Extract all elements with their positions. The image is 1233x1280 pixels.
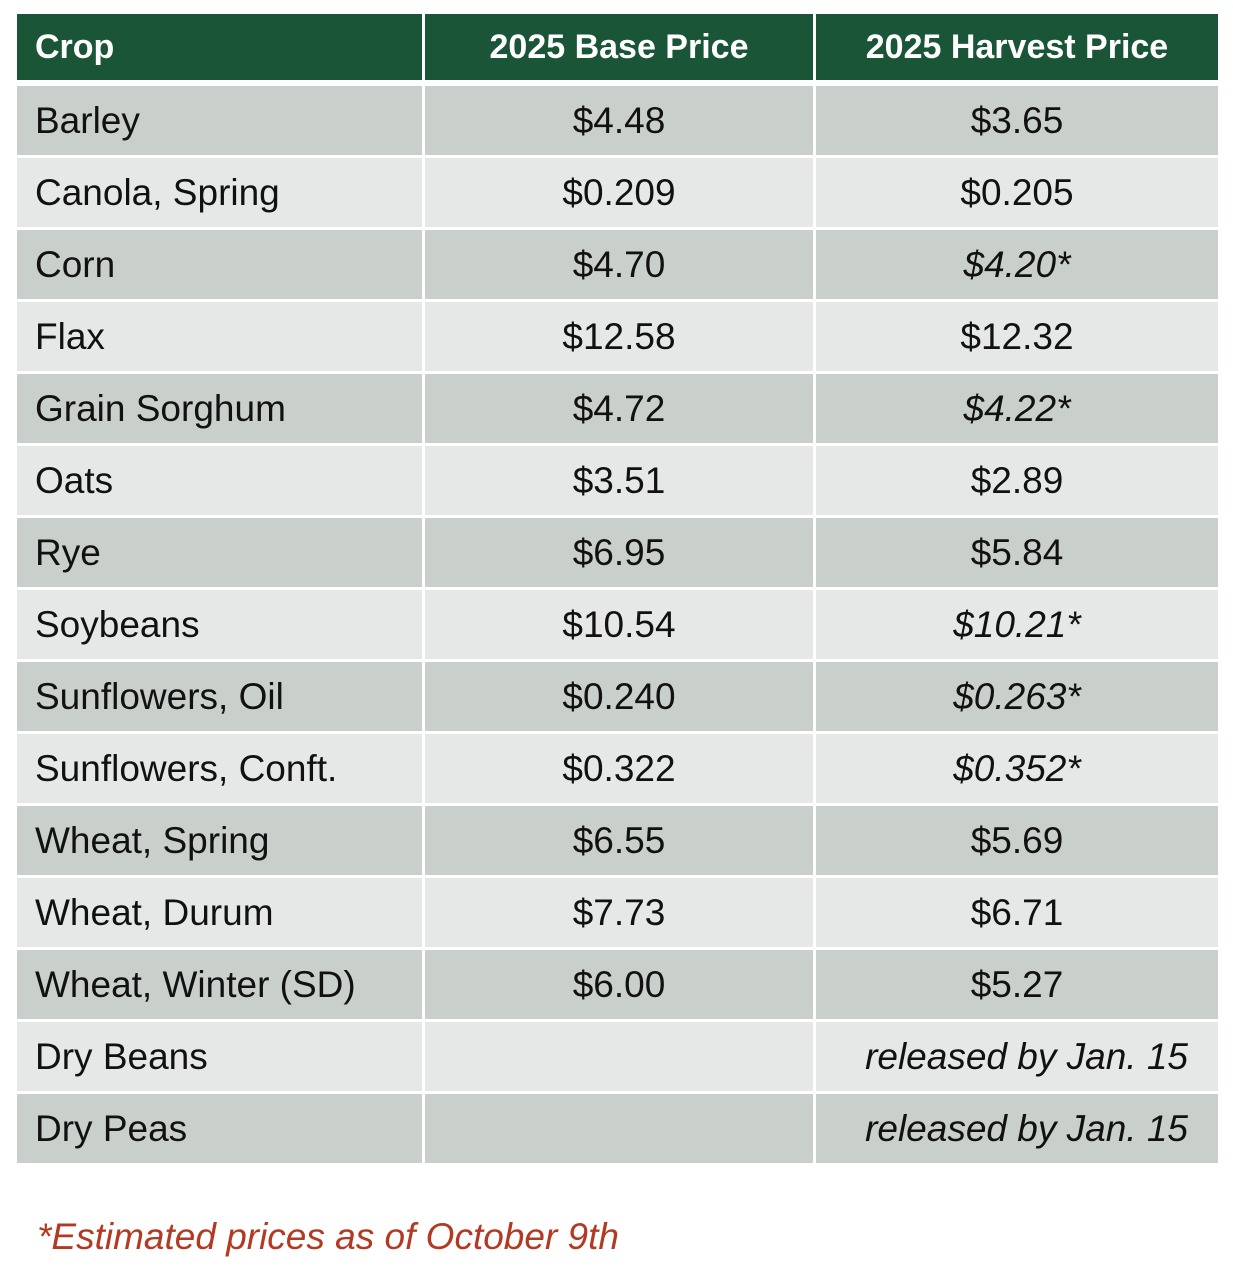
harvest-price-estimated-cell: $10.21*	[813, 590, 1218, 662]
harvest-price-cell: $6.71	[813, 878, 1218, 950]
base-price-cell: $4.70	[422, 230, 813, 302]
base-price-cell: $6.00	[422, 950, 813, 1022]
crop-name-cell: Wheat, Spring	[17, 806, 422, 878]
crop-name-cell: Grain Sorghum	[17, 374, 422, 446]
crop-name-cell: Wheat, Durum	[17, 878, 422, 950]
table-row: Wheat, Winter (SD) $6.00 $5.27	[17, 950, 1218, 1022]
table-row: Sunflowers, Oil $0.240 $0.263*	[17, 662, 1218, 734]
harvest-price-cell: $3.65	[813, 86, 1218, 158]
base-price-cell: $7.73	[422, 878, 813, 950]
crop-name-cell: Sunflowers, Oil	[17, 662, 422, 734]
base-price-cell: $0.209	[422, 158, 813, 230]
table-row: Dry Beans released by Jan. 15	[17, 1022, 1218, 1094]
table-row: Wheat, Spring $6.55 $5.69	[17, 806, 1218, 878]
base-price-cell: $12.58	[422, 302, 813, 374]
table-row: Corn $4.70 $4.20*	[17, 230, 1218, 302]
base-price-cell	[422, 1022, 813, 1094]
base-price-cell: $4.72	[422, 374, 813, 446]
harvest-price-cell: released by Jan. 15	[813, 1022, 1218, 1094]
crop-name-cell: Canola, Spring	[17, 158, 422, 230]
harvest-price-cell: $0.205	[813, 158, 1218, 230]
harvest-price-cell: $12.32	[813, 302, 1218, 374]
base-price-cell: $4.48	[422, 86, 813, 158]
table-row: Sunflowers, Conft. $0.322 $0.352*	[17, 734, 1218, 806]
crop-name-cell: Soybeans	[17, 590, 422, 662]
column-header-base-price: 2025 Base Price	[422, 14, 813, 86]
header-row: Crop 2025 Base Price 2025 Harvest Price	[17, 14, 1218, 86]
table-row: Dry Peas released by Jan. 15	[17, 1094, 1218, 1166]
base-price-cell: $3.51	[422, 446, 813, 518]
base-price-cell: $6.95	[422, 518, 813, 590]
base-price-cell: $0.322	[422, 734, 813, 806]
table-body: Barley $4.48 $3.65 Canola, Spring $0.209 $0.2…	[17, 86, 1218, 1166]
harvest-price-cell: $5.27	[813, 950, 1218, 1022]
crop-name-cell: Wheat, Winter (SD)	[17, 950, 422, 1022]
base-price-cell: $6.55	[422, 806, 813, 878]
harvest-price-estimated-cell: $4.22*	[813, 374, 1218, 446]
footnote: *Estimated prices as of October 9th	[37, 1216, 619, 1257]
crop-name-cell: Dry Beans	[17, 1022, 422, 1094]
table-row: Wheat, Durum $7.73 $6.71	[17, 878, 1218, 950]
table-row: Canola, Spring $0.209 $0.205	[17, 158, 1218, 230]
harvest-price-cell: $5.69	[813, 806, 1218, 878]
crop-name-cell: Dry Peas	[17, 1094, 422, 1166]
harvest-price-cell: released by Jan. 15	[813, 1094, 1218, 1166]
table-row: Rye $6.95 $5.84	[17, 518, 1218, 590]
table-row: Oats $3.51 $2.89	[17, 446, 1218, 518]
harvest-price-estimated-cell: $0.263*	[813, 662, 1218, 734]
harvest-price-cell: $2.89	[813, 446, 1218, 518]
harvest-price-estimated-cell: $4.20*	[813, 230, 1218, 302]
base-price-cell	[422, 1094, 813, 1166]
harvest-price-cell: $5.84	[813, 518, 1218, 590]
crop-price-table: Crop 2025 Base Price 2025 Harvest Price …	[17, 14, 1218, 1166]
table-row: Barley $4.48 $3.65	[17, 86, 1218, 158]
harvest-price-estimated-cell: $0.352*	[813, 734, 1218, 806]
crop-name-cell: Rye	[17, 518, 422, 590]
crop-name-cell: Corn	[17, 230, 422, 302]
table-row: Soybeans $10.54 $10.21*	[17, 590, 1218, 662]
crop-name-cell: Sunflowers, Conft.	[17, 734, 422, 806]
base-price-cell: $10.54	[422, 590, 813, 662]
column-header-harvest-price: 2025 Harvest Price	[813, 14, 1218, 86]
crop-name-cell: Oats	[17, 446, 422, 518]
crop-name-cell: Flax	[17, 302, 422, 374]
column-header-crop: Crop	[17, 14, 422, 86]
table-row: Flax $12.58 $12.32	[17, 302, 1218, 374]
table-row: Grain Sorghum $4.72 $4.22*	[17, 374, 1218, 446]
crop-name-cell: Barley	[17, 86, 422, 158]
base-price-cell: $0.240	[422, 662, 813, 734]
